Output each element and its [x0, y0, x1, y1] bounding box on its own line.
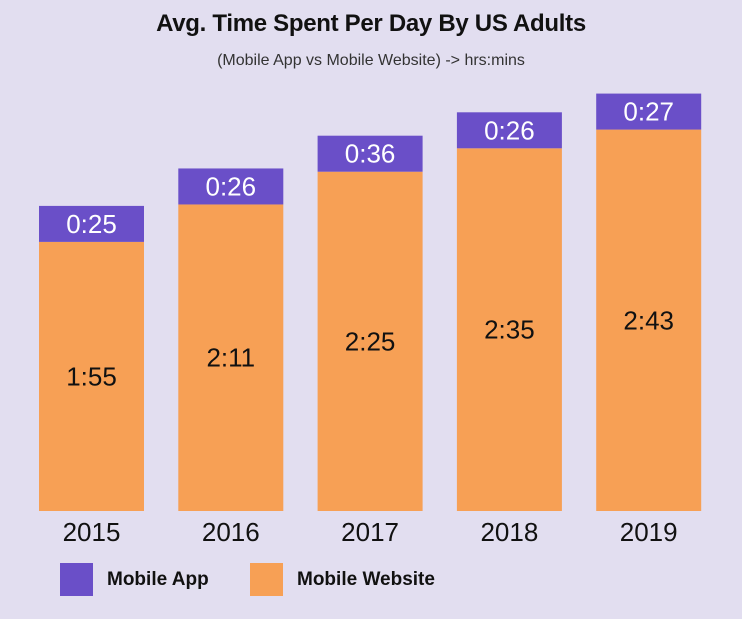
data-label-mobile-website: 1:55 [66, 361, 117, 391]
bar-mobile-app [39, 205, 144, 242]
bar-mobile-app [178, 168, 284, 205]
bar-mobile-app [596, 93, 702, 130]
bar-mobile-website [39, 241, 144, 511]
legend-swatch-mobile-app [60, 563, 93, 596]
legend-label: Mobile App [107, 568, 209, 590]
data-label-mobile-app: 0:26 [484, 115, 535, 145]
x-tick-label: 2019 [620, 517, 678, 547]
data-label-mobile-app: 0:36 [345, 139, 396, 169]
legend-item-mobile-app: Mobile App [60, 563, 209, 596]
legend-swatch-mobile-website [250, 563, 283, 596]
chart-title: Avg. Time Spent Per Day By US Adults [156, 10, 586, 37]
x-tick-label: 2015 [63, 517, 121, 547]
bar-mobile-website [317, 171, 423, 511]
data-label-mobile-app: 0:26 [205, 171, 256, 201]
data-label-mobile-website: 2:35 [484, 315, 535, 345]
x-tick-label: 2017 [341, 517, 399, 547]
bar-mobile-website [178, 204, 284, 511]
data-label-mobile-app: 0:27 [623, 97, 674, 127]
data-label-mobile-website: 2:43 [623, 305, 674, 335]
data-label-mobile-app: 0:25 [66, 209, 117, 239]
data-label-mobile-website: 2:11 [206, 343, 255, 373]
legend-label: Mobile Website [297, 568, 435, 590]
legend-item-mobile-website: Mobile Website [250, 563, 435, 596]
x-tick-label: 2018 [480, 517, 538, 547]
x-tick-label: 2016 [202, 517, 260, 547]
bar-mobile-app [456, 112, 562, 149]
chart-subtitle: (Mobile App vs Mobile Website) -> hrs:mi… [217, 52, 525, 69]
bar-mobile-app [317, 135, 423, 172]
bar-mobile-website [456, 148, 562, 512]
bar-mobile-website [596, 129, 702, 511]
data-label-mobile-website: 2:25 [345, 326, 396, 356]
